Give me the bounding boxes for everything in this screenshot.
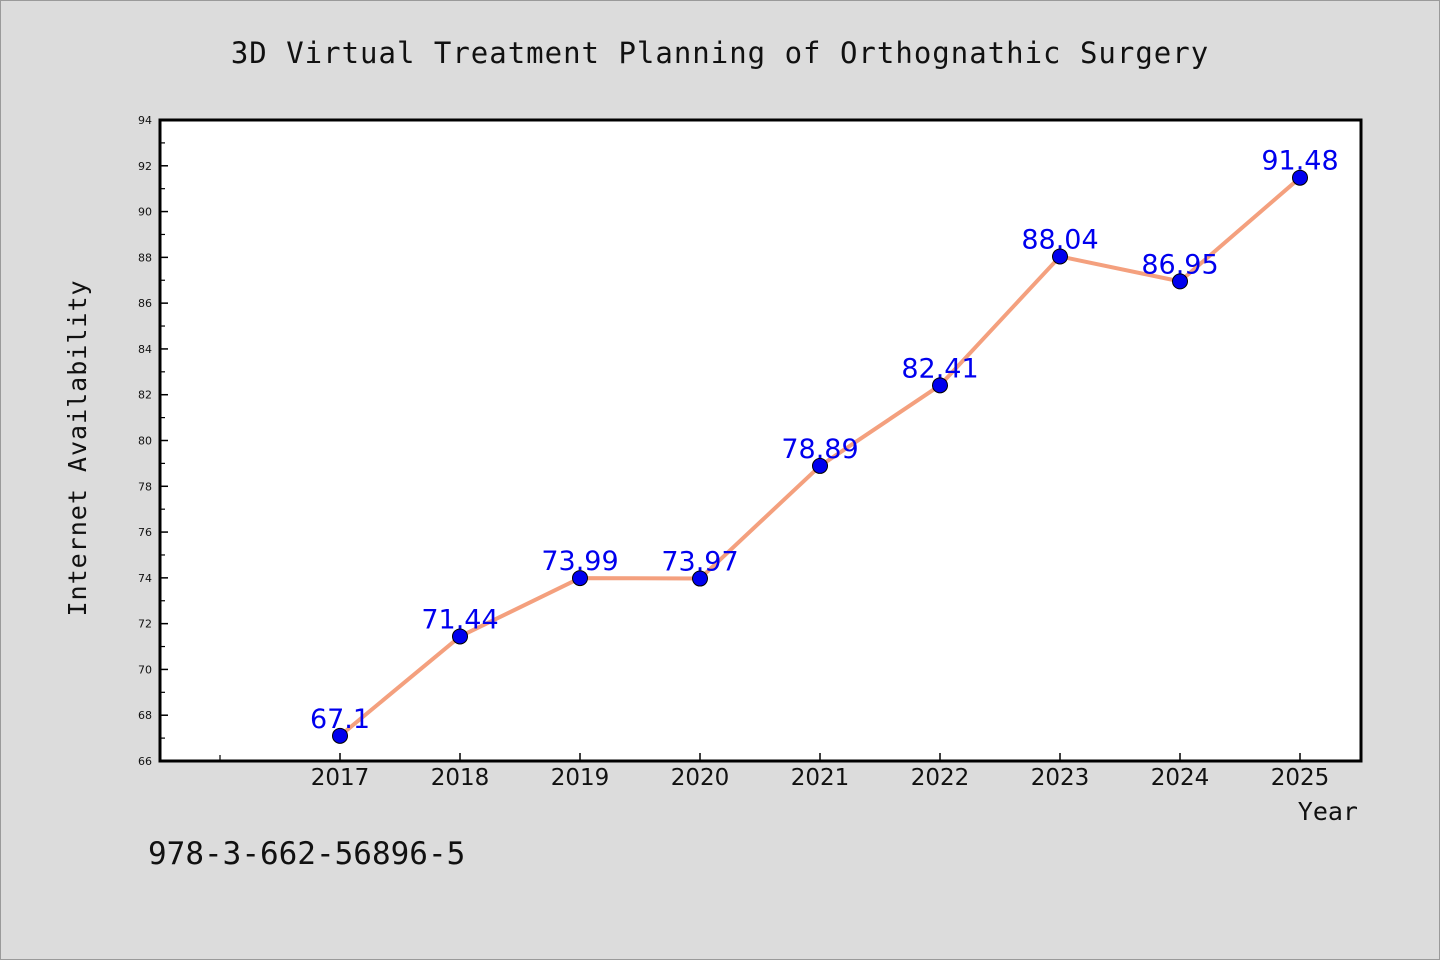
- y-tick-label: 74: [138, 572, 152, 585]
- y-tick-label: 70: [138, 663, 152, 676]
- x-tick-label: 2017: [311, 765, 370, 791]
- y-axis-label: Internet Availability: [63, 279, 92, 616]
- x-tick-label: 2025: [1271, 765, 1330, 791]
- y-tick-label: 90: [138, 206, 152, 219]
- isbn-text: 978-3-662-56896-5: [148, 836, 465, 872]
- y-tick-label: 76: [138, 526, 152, 539]
- x-axis-label: Year: [1298, 797, 1358, 826]
- data-label: 86.95: [1141, 249, 1218, 280]
- data-label: 78.89: [781, 434, 858, 465]
- y-tick-label: 92: [138, 160, 152, 173]
- y-tick-label: 94: [138, 114, 152, 127]
- x-tick-label: 2024: [1151, 765, 1210, 791]
- x-tick-label: 2021: [791, 765, 850, 791]
- data-point: [332, 727, 348, 744]
- data-point: [1052, 248, 1068, 265]
- data-point: [812, 457, 828, 474]
- y-tick-label: 66: [138, 755, 152, 768]
- data-point: [572, 570, 588, 587]
- x-tick-label: 2022: [911, 765, 970, 791]
- x-tick-label: 2019: [551, 765, 610, 791]
- plot-area: [158, 118, 1363, 763]
- y-tick-label: 82: [138, 389, 152, 402]
- data-label: 88.04: [1021, 224, 1098, 255]
- y-tick-label: 80: [138, 435, 152, 448]
- y-tick-label: 72: [138, 618, 152, 631]
- data-point: [1292, 169, 1308, 186]
- data-label: 73.97: [661, 547, 738, 578]
- data-point: [932, 377, 948, 394]
- y-tick-label: 68: [138, 709, 152, 722]
- data-label: 67.1: [310, 704, 370, 735]
- x-axis: 2017 2018 2019 2020 2021 2022 2023 2024 2025: [219, 753, 1330, 791]
- series-layer: 67.1 71.44 73.99 73.97 78.89 82.41 88.04 86.95 9…: [310, 146, 1339, 744]
- y-tick-label: 88: [138, 251, 152, 264]
- data-point: [692, 570, 708, 587]
- x-tick-label: 2023: [1031, 765, 1090, 791]
- y-tick-label: 78: [138, 480, 152, 493]
- data-point: [1172, 273, 1188, 290]
- x-tick-label: 2018: [431, 765, 490, 791]
- data-label: 73.99: [541, 546, 618, 577]
- y-axis: 66 68 70 72 74 76 78 80 82 84 86 88 90 92 94: [138, 114, 168, 768]
- x-tick-label: 2020: [671, 765, 730, 791]
- chart-title: 3D Virtual Treatment Planning of Orthogn…: [231, 36, 1209, 70]
- data-label: 82.41: [901, 353, 978, 384]
- data-label: 71.44: [421, 604, 498, 635]
- data-label: 91.48: [1261, 146, 1338, 177]
- y-tick-label: 86: [138, 297, 152, 310]
- data-point: [452, 628, 468, 645]
- y-tick-label: 84: [138, 343, 152, 356]
